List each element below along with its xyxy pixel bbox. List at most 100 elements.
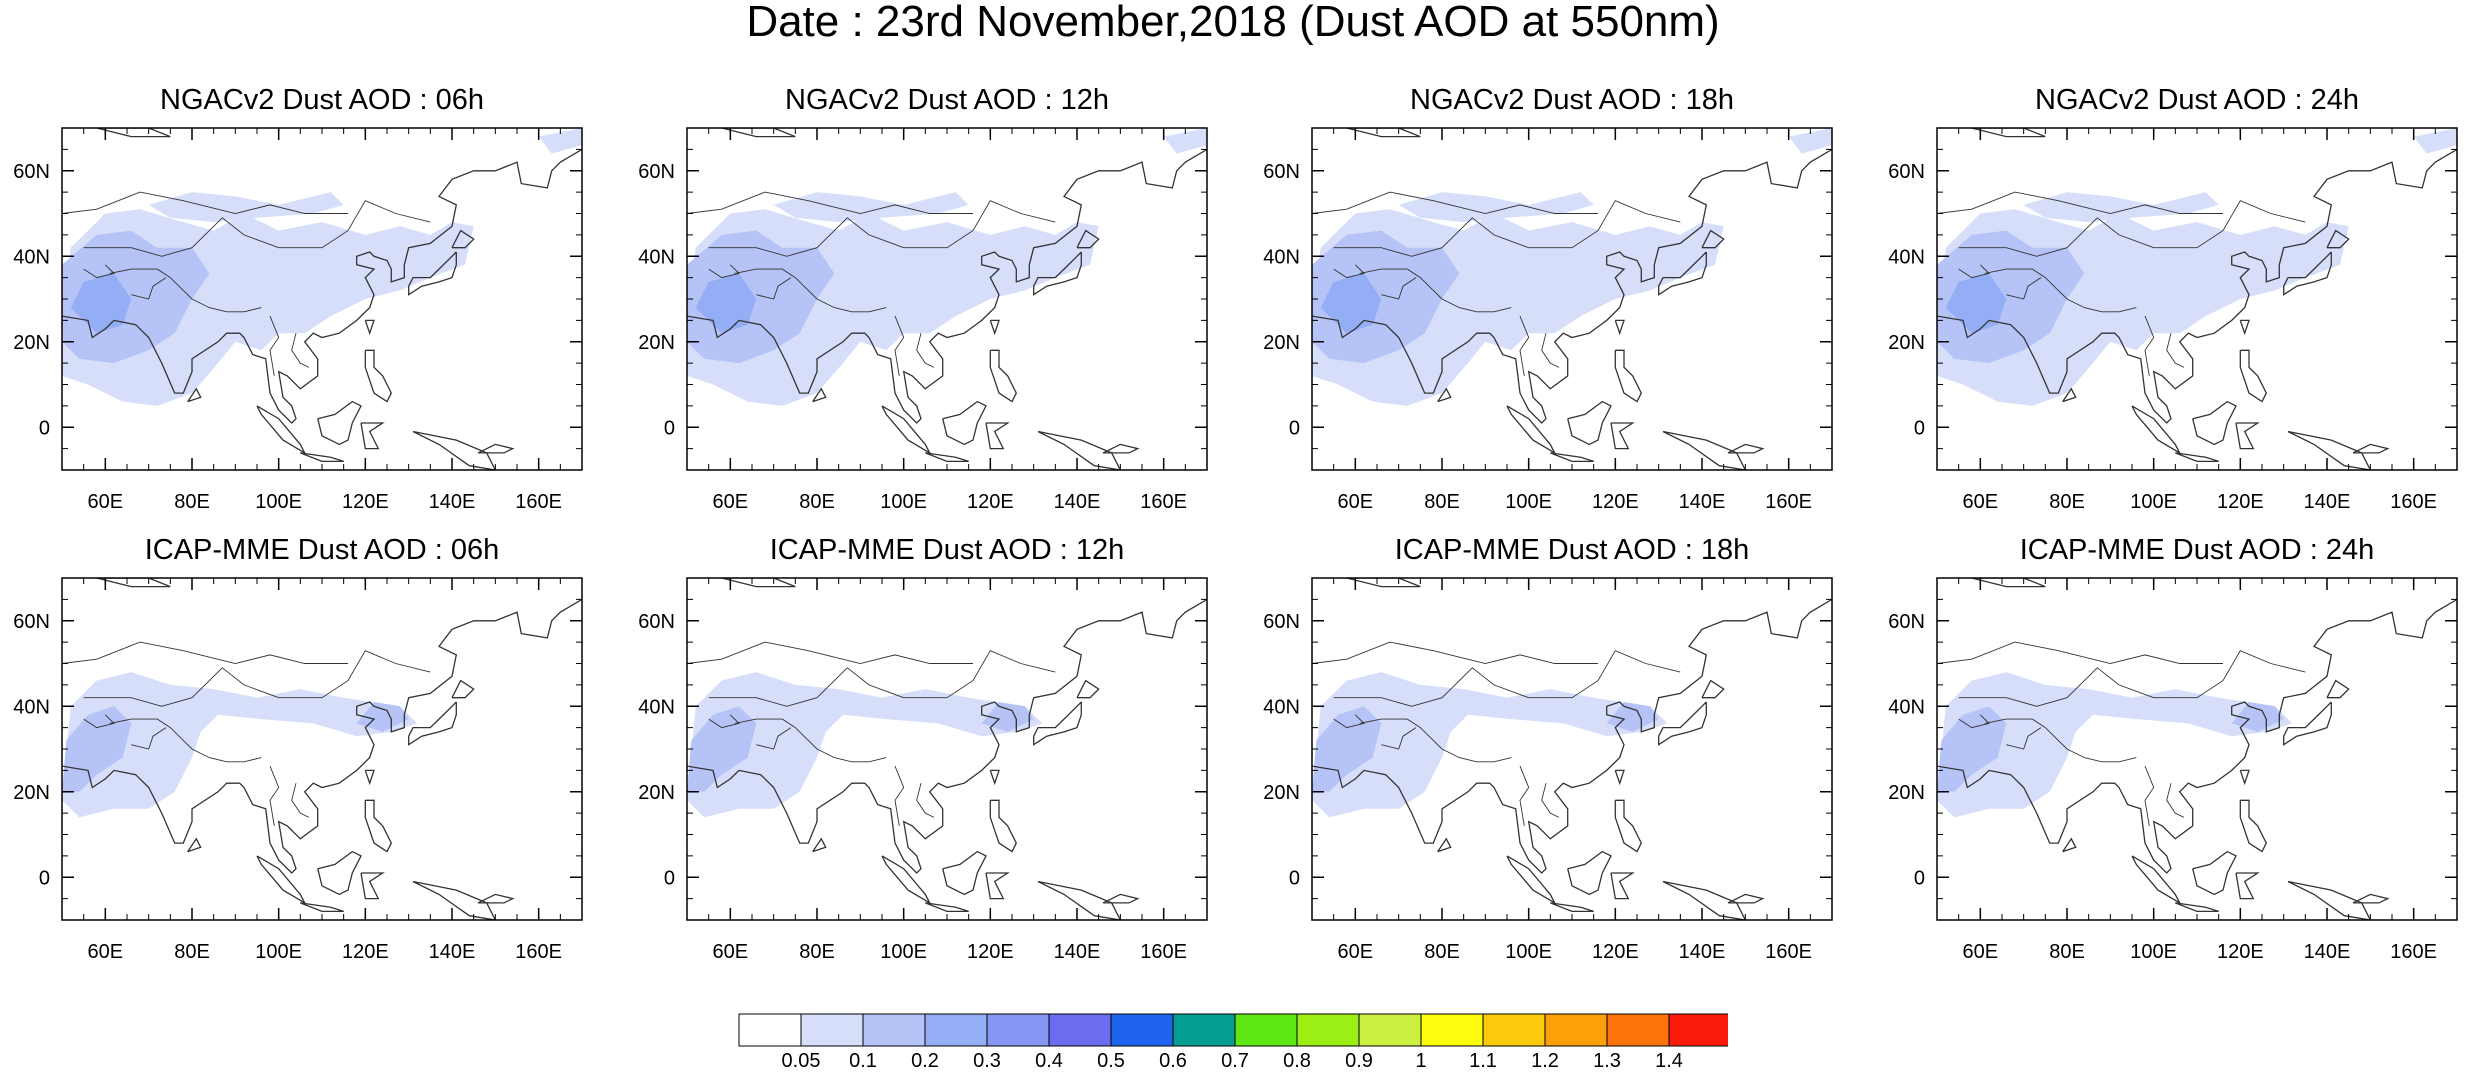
lon-tick-label: 80E	[1424, 491, 1460, 513]
country-border	[1958, 650, 2306, 707]
lon-tick-label: 120E	[342, 941, 389, 963]
coastline	[2287, 430, 2372, 470]
dust-aod-area	[62, 672, 418, 818]
coastline	[942, 400, 987, 446]
coastline	[1346, 578, 1421, 588]
colorbar-box	[1420, 1013, 1484, 1047]
country-border	[83, 714, 115, 729]
lon-tick-label: 100E	[2130, 941, 2177, 963]
coastline	[364, 799, 393, 853]
country-border	[1958, 264, 1990, 279]
country-border	[687, 641, 973, 664]
coastline	[989, 769, 1000, 786]
country-border	[1333, 650, 1681, 707]
lat-tick-label: 20N	[13, 332, 50, 354]
coastline	[2287, 880, 2372, 920]
dust-aod-area	[1398, 192, 1594, 223]
dust-aod-area	[1606, 702, 1659, 732]
lon-tick-label: 120E	[1592, 491, 1639, 513]
map-plot: 60E 80E 100E 120E 140E 160E 60N 40N 20N 0	[1888, 127, 2458, 513]
lon-tick-label: 80E	[174, 941, 210, 963]
map-plot: 60E 80E 100E 120E 140E 160E 60N 40N 20N 0	[638, 127, 1208, 513]
dust-aod-area	[1937, 672, 2293, 818]
coastline	[1658, 251, 1707, 296]
lon-tick-label: 60E	[88, 941, 124, 963]
map-panel: NGACv2 Dust AOD : 18h 60E 80E 100E 120E 140E 1…	[1257, 84, 1833, 515]
lon-tick-label: 100E	[2130, 491, 2177, 513]
coastline	[408, 251, 457, 296]
coastline	[187, 837, 202, 853]
country-border	[1958, 200, 2306, 257]
country-border	[708, 200, 1056, 257]
lon-tick-label: 100E	[255, 941, 302, 963]
lat-tick-label: 40N	[1263, 246, 1300, 268]
map-plot: 60E 80E 100E 120E 140E 160E 60N 40N 20N 0	[1263, 577, 1833, 963]
coastline	[721, 578, 796, 588]
dust-aod-area	[2231, 702, 2284, 732]
coastline	[1076, 679, 1100, 699]
coastline	[317, 400, 362, 446]
panel-title: NGACv2 Dust AOD : 12h	[785, 84, 1109, 116]
country-border	[1381, 277, 1417, 300]
lat-tick-label: 0	[39, 417, 50, 439]
lon-tick-label: 80E	[174, 491, 210, 513]
colorbar-label: 0.05	[781, 1050, 821, 1072]
lon-tick-label: 80E	[799, 491, 835, 513]
lon-tick-label: 80E	[2049, 491, 2085, 513]
coastline	[721, 128, 796, 138]
coastline	[1614, 769, 1625, 786]
lat-tick-label: 0	[664, 867, 675, 889]
figure-title: Date : 23rd November,2018 (Dust AOD at 5…	[746, 0, 1720, 46]
country-border	[1937, 641, 2223, 664]
country-border	[83, 650, 431, 707]
dust-aod-area	[687, 672, 1043, 818]
map-panel: ICAP-MME Dust AOD : 12h 60E 80E 100E 120E 140…	[632, 534, 1208, 965]
dust-aod-area	[2023, 192, 2219, 223]
coastline	[300, 452, 344, 463]
coastline	[96, 578, 171, 588]
map-panel: NGACv2 Dust AOD : 24h 60E 80E 100E 120E 140E 1…	[1882, 84, 2458, 515]
coastline	[1567, 850, 1612, 896]
coastline	[96, 128, 171, 138]
lon-tick-label: 160E	[515, 491, 562, 513]
coastline	[989, 319, 1000, 336]
coastline	[1437, 837, 1452, 853]
coastline	[1727, 443, 1765, 454]
dust-aod-area	[1320, 273, 1382, 334]
map-plot: 60E 80E 100E 120E 140E 160E 60N 40N 20N 0	[13, 127, 583, 513]
coastline	[812, 837, 827, 853]
country-border	[687, 191, 973, 214]
colorbar-label: 1.3	[1593, 1050, 1621, 1072]
coastline	[1610, 872, 1635, 900]
lon-tick-label: 160E	[1765, 941, 1812, 963]
coastline	[1662, 880, 1747, 920]
country-border	[1519, 765, 1530, 826]
lat-tick-label: 0	[664, 417, 675, 439]
colorbar-box	[800, 1013, 864, 1047]
dust-aod-area	[356, 702, 409, 732]
lat-tick-label: 20N	[1888, 782, 1925, 804]
country-border	[2166, 783, 2185, 818]
colorbar-box	[1482, 1013, 1546, 1047]
coastline	[1567, 400, 1612, 446]
lat-tick-label: 40N	[13, 696, 50, 718]
country-border	[269, 315, 280, 376]
coastline	[1658, 701, 1707, 746]
lat-tick-label: 40N	[1888, 696, 1925, 718]
colorbar-label: 0.1	[849, 1050, 877, 1072]
coastline	[989, 799, 1018, 853]
country-border	[109, 268, 262, 313]
colorbar-label: 0.5	[1097, 1050, 1125, 1072]
lon-tick-label: 60E	[1963, 941, 1999, 963]
country-border	[1333, 714, 1365, 729]
coastline	[2175, 902, 2219, 913]
coastline	[925, 902, 969, 913]
lon-tick-label: 100E	[880, 941, 927, 963]
country-border	[1333, 200, 1681, 257]
coastline	[2283, 701, 2332, 746]
country-border	[894, 765, 905, 826]
coastline	[412, 430, 497, 470]
panel-title: NGACv2 Dust AOD : 24h	[2035, 84, 2359, 116]
coastline	[360, 422, 385, 450]
lat-tick-label: 60N	[1263, 161, 1300, 183]
